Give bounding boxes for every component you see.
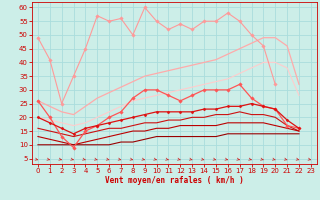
X-axis label: Vent moyen/en rafales ( km/h ): Vent moyen/en rafales ( km/h ) [105,176,244,185]
